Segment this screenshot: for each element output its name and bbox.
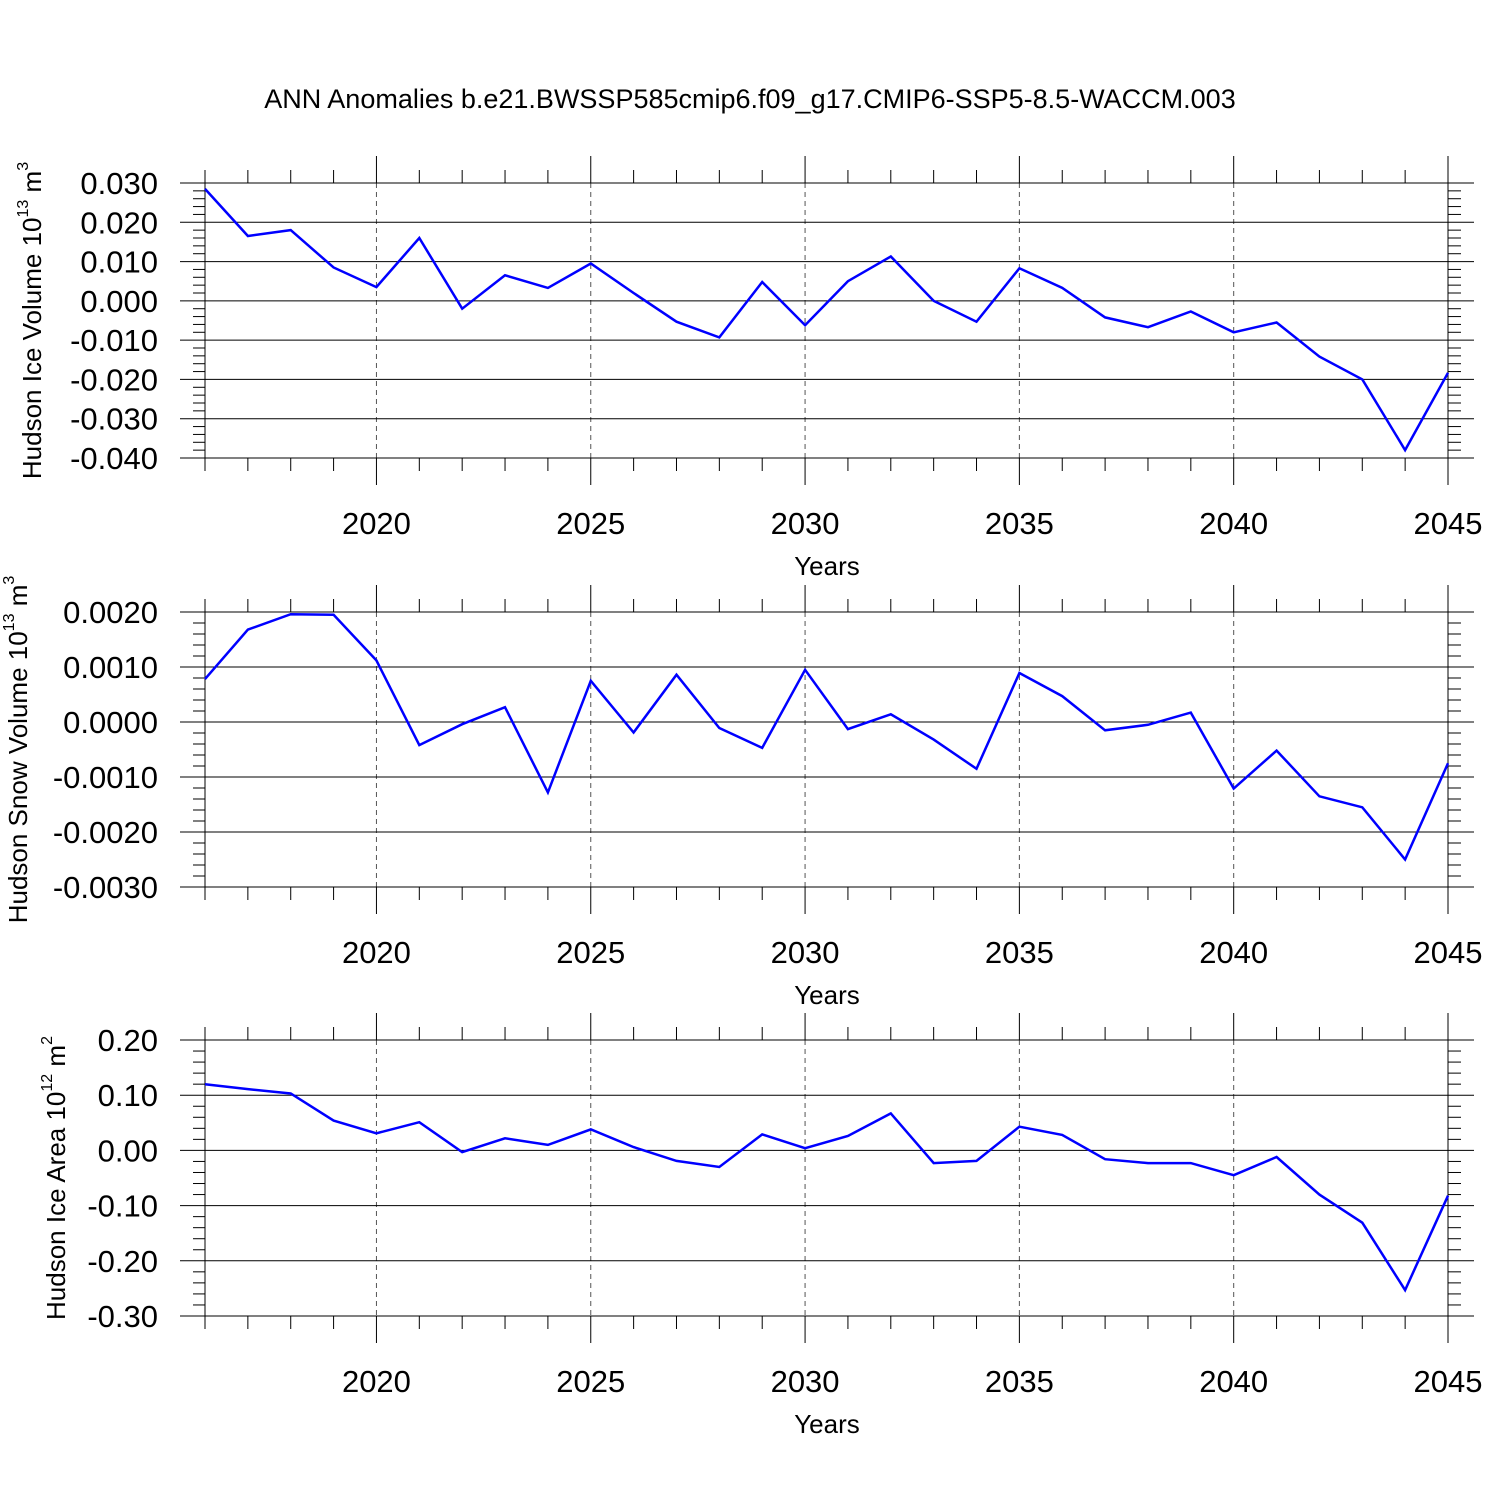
series-line: [204, 1082, 1450, 1293]
y-tick-label: 0.0010: [63, 650, 158, 685]
series-line: [204, 188, 1450, 453]
chart-panel-2: -0.0030 -0.0020 -0.0010 0.0000 0.0010 0.0020 2…: [1, 576, 1482, 1010]
x-tick-label: 2040: [1199, 935, 1268, 970]
x-axis-label: Years: [794, 1409, 860, 1439]
x-axis-label: Years: [794, 551, 860, 581]
x-tick-label: 2025: [556, 506, 625, 541]
x-tick-label: 2045: [1414, 506, 1483, 541]
x-tick-label: 2025: [556, 935, 625, 970]
y-tick-label: 0.0000: [63, 705, 158, 740]
y-axis-label: Hudson Ice Volume 1013 m3: [15, 162, 47, 479]
x-tick-label: 2025: [556, 1364, 625, 1399]
x-tick-label: 2030: [771, 935, 840, 970]
y-tick-label: -0.0030: [53, 870, 158, 905]
chart-panel-3: -0.30 -0.20 -0.10 0.00 0.10 0.20 2020 2025 2030 2…: [39, 1013, 1482, 1439]
x-tick-label: 2040: [1199, 506, 1268, 541]
y-tick-label: -0.010: [70, 323, 158, 358]
x-axis-label: Years: [794, 980, 860, 1010]
x-tick-label: 2040: [1199, 1364, 1268, 1399]
x-tick-label: 2020: [342, 506, 411, 541]
y-tick-label: 0.10: [98, 1078, 158, 1113]
y-tick-label: 0.010: [80, 245, 158, 280]
y-tick-label: -0.030: [70, 402, 158, 437]
y-tick-label: 0.020: [80, 205, 158, 240]
y-axis-label: Hudson Snow Volume 1013 m3: [1, 576, 33, 924]
y-tick-label: -0.10: [87, 1189, 158, 1224]
y-tick-label: -0.0020: [53, 815, 158, 850]
x-tick-label: 2020: [342, 1364, 411, 1399]
y-tick-label: 0.000: [80, 284, 158, 319]
y-tick-label: -0.040: [70, 441, 158, 476]
y-tick-label: -0.20: [87, 1244, 158, 1279]
y-tick-label: -0.30: [87, 1299, 158, 1334]
y-axis-label: Hudson Ice Area 1012 m2: [39, 1036, 71, 1320]
y-tick-label: 0.0020: [63, 595, 158, 630]
x-tick-label: 2030: [771, 506, 840, 541]
y-tick-label: 0.030: [80, 166, 158, 201]
x-tick-label: 2045: [1414, 935, 1483, 970]
y-tick-label: 0.20: [98, 1023, 158, 1058]
x-tick-label: 2020: [342, 935, 411, 970]
x-tick-label: 2035: [985, 935, 1054, 970]
x-tick-label: 2035: [985, 506, 1054, 541]
x-tick-label: 2035: [985, 1364, 1054, 1399]
y-tick-label: -0.020: [70, 362, 158, 397]
x-tick-label: 2030: [771, 1364, 840, 1399]
series-line: [204, 612, 1450, 862]
page-title: ANN Anomalies b.e21.BWSSP585cmip6.f09_g1…: [264, 84, 1236, 114]
y-tick-label: 0.00: [98, 1133, 158, 1168]
y-tick-label: -0.0010: [53, 760, 158, 795]
x-tick-label: 2045: [1414, 1364, 1483, 1399]
chart-panel-1: -0.040 -0.030 -0.020 -0.010 0.000 0.010 0.020 0…: [15, 156, 1482, 581]
